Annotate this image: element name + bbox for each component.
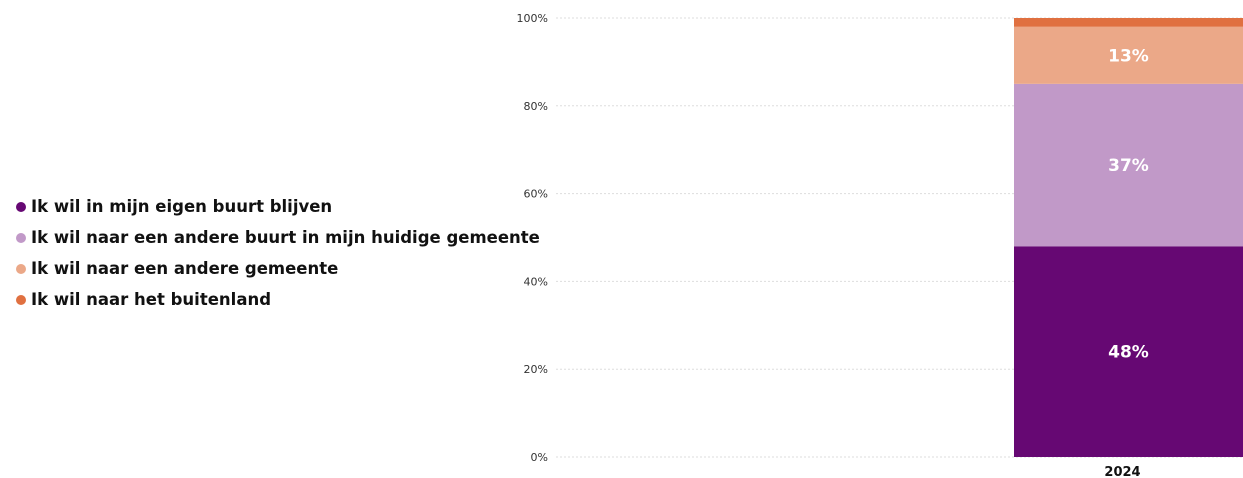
y-tick-label: 20% [524,363,548,376]
legend-marker [16,263,26,274]
legend-item: Ik wil in mijn eigen buurt blijven [16,191,540,222]
data-label: 37% [1108,156,1149,176]
legend-marker [16,294,26,305]
legend-label: Ik wil in mijn eigen buurt blijven [31,197,333,216]
bar-segment [1014,26,1243,84]
legend-item: Ik wil naar een andere gemeente [16,253,540,284]
bar-segment [1014,246,1243,457]
legend-label: Ik wil naar een andere gemeente [31,259,339,278]
legend-marker [16,201,26,212]
data-label: 13% [1108,46,1149,66]
bar-segment [1014,18,1243,27]
y-tick-label: 80% [524,100,548,113]
y-tick-label: 40% [524,275,548,288]
y-tick-label: 100% [517,12,548,25]
legend-label: Ik wil naar een andere buurt in mijn hui… [31,228,540,247]
data-label: 48% [1108,343,1149,363]
legend-label: Ik wil naar het buitenland [31,290,272,309]
legend-item: Ik wil naar een andere buurt in mijn hui… [16,222,540,253]
bar-segment [1014,83,1243,247]
y-tick-label: 60% [524,188,548,201]
legend-item: Ik wil naar het buitenland [16,284,540,315]
y-tick-label: 0% [531,451,548,464]
x-tick-label: 2024 [1104,465,1140,478]
legend: Ik wil in mijn eigen buurt blijven Ik wi… [16,191,540,315]
legend-marker [16,232,26,243]
